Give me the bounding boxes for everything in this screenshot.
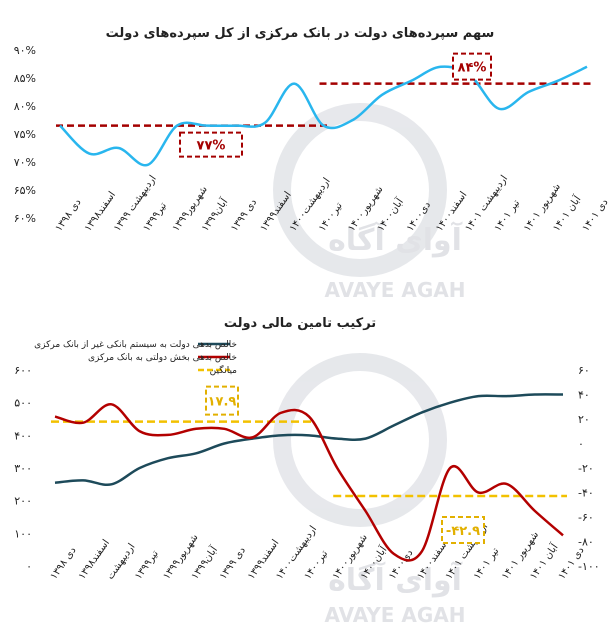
chart2-legend-label: خالص بدهی بخش دولتی به بانک مرکزی: [88, 353, 237, 363]
chart2-legend-label: میانگین: [210, 364, 238, 376]
chart2-x-tick-label: تیر۱۴۰۰: [302, 548, 330, 581]
chart2-right-y-tick-label: -۲۰: [578, 462, 594, 475]
chart-government-financing-composition: ترکیب تامین مالی دولت خالص بدهی دولت به …: [14, 316, 599, 582]
watermark-text-en-top: AVAYE AGAH: [324, 278, 465, 302]
chart2-average-label: ۱۷.۹: [208, 395, 237, 410]
chart2-series-banking-system: [54, 393, 564, 487]
chart2-title: ترکیب تامین مالی دولت: [224, 316, 376, 331]
chart1-y-tick-label: ۸۵%: [14, 72, 36, 85]
chart1-average-label: ۸۴%: [458, 61, 487, 76]
chart1-y-tick-label: ۶۰%: [14, 212, 36, 225]
chart1-x-tick-label: تیر۱۳۹۹: [141, 200, 169, 233]
chart1-y-tick-label: ۷۵%: [14, 128, 36, 141]
chart2-average-lines: [51, 420, 567, 498]
chart2-right-y-axis: -۱۰۰ -۸۰ -۶۰ -۴۰ -۲۰ ۰ ۲۰ ۴۰ ۶۰: [578, 364, 600, 573]
chart1-y-tick-label: ۷۰%: [14, 156, 36, 169]
chart2-left-y-tick-label: ۲۰۰: [14, 495, 32, 508]
chart1-average-label-box: [452, 52, 492, 81]
chart2-left-y-tick-label: ۵۰۰: [14, 397, 32, 410]
chart2-left-y-axis: ۰ ۱۰۰ ۲۰۰ ۳۰۰ ۴۰۰ ۵۰۰ ۶۰۰: [14, 364, 32, 573]
chart2-right-y-tick-label: ۶۰: [578, 364, 590, 377]
chart1-average-label: ۷۷%: [197, 139, 226, 154]
chart2-right-y-tick-label: ۲۰: [578, 413, 590, 426]
chart1-y-axis: ۶۰% ۶۵% ۷۰% ۷۵% ۸۰% ۸۵% ۹۰%: [14, 44, 36, 225]
chart2-average-label: -۴۲.۹: [446, 524, 480, 539]
chart2-legend-label: خالص بدهی دولت به سیستم بانکی غیر از بان…: [34, 340, 237, 350]
chart2-series-central-bank: [54, 403, 564, 562]
chart1-average-labels: ۷۷% ۸۴%: [179, 52, 492, 158]
chart1-x-tick-label: دی ۱۳۹۹: [229, 197, 259, 234]
watermark: AVAYE AGAH AVAYE AGAH آوای آگاه آوای آگا…: [273, 103, 466, 627]
watermark-text-fa-bottom: آوای آگاه: [328, 561, 463, 598]
watermark-logo-ring-bottom: [273, 353, 447, 527]
chart2-left-y-tick-label: ۶۰۰: [14, 364, 32, 377]
chart2-average-label-box: [205, 385, 239, 416]
chart1-reference-lines: [56, 82, 591, 127]
chart1-average-label-box: [179, 131, 243, 158]
chart1-x-tick-label: دی ۱۳۹۸: [53, 197, 83, 234]
chart2-x-tick-label: تیر ۱۴۰۱: [472, 546, 502, 582]
chart2-right-y-tick-label: ۰: [578, 438, 584, 451]
chart2-left-y-tick-label: ۳۰۰: [14, 462, 32, 475]
chart2-x-tick-label: تیر۱۳۹۹: [133, 548, 161, 581]
chart2-average-labels: ۱۷.۹ -۴۲.۹: [205, 385, 485, 545]
chart1-series-line: [59, 65, 588, 167]
chart2-right-y-tick-label: -۱۰۰: [578, 560, 600, 573]
chart2-average-label-box: [441, 516, 485, 545]
chart2-left-y-tick-label: ۱۰۰: [14, 527, 32, 540]
watermark-logo-ring-top: [273, 103, 447, 277]
chart2-left-y-tick-label: ۰: [26, 560, 32, 573]
chart1-y-tick-label: ۶۵%: [14, 184, 36, 197]
chart2-right-y-tick-label: -۶۰: [578, 511, 594, 524]
chart1-x-tick-label: تیر ۱۴۰۱: [493, 198, 523, 234]
watermark-text-en-bottom: AVAYE AGAH: [324, 603, 465, 627]
chart2-x-tick-label: دی ۱۳۹۹: [218, 545, 248, 582]
chart2-legend: خالص بدهی دولت به سیستم بانکی غیر از بان…: [34, 340, 237, 376]
chart1-x-tick-label: دی ۱۴۰۱: [580, 197, 610, 234]
chart1-y-tick-label: ۹۰%: [14, 44, 36, 57]
chart2-left-y-tick-label: ۴۰۰: [14, 429, 32, 442]
chart2-x-tick-label: دی ۱۳۹۸: [48, 545, 78, 582]
chart1-x-tick-label: آبان۱۳۹۹: [198, 195, 231, 234]
chart2-right-y-tick-label: ۴۰: [578, 389, 590, 402]
chart1-title: سهم سپرده‌های دولت در بانک مرکزی از کل س…: [106, 26, 495, 41]
chart2-right-y-tick-label: -۸۰: [578, 536, 594, 549]
chart1-y-tick-label: ۸۰%: [14, 100, 36, 113]
chart2-right-y-tick-label: -۴۰: [578, 487, 594, 500]
watermark-text-fa-top: آوای آگاه: [328, 221, 463, 258]
